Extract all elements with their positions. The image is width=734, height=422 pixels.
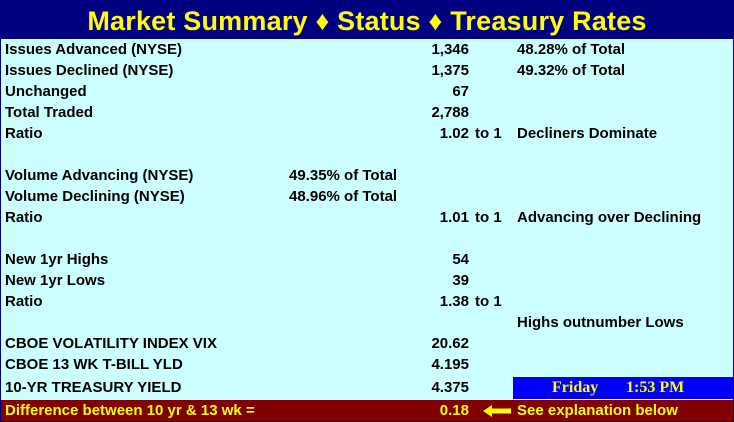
row-value: 67 <box>452 83 469 100</box>
row-value: 1,375 <box>431 62 469 79</box>
row-highs-lows-note: Highs outnumber Lows <box>1 312 733 333</box>
row-label: New 1yr Lows <box>5 272 106 289</box>
page-title: Market Summary ♦ Status ♦ Treasury Rates <box>1 1 733 39</box>
row-label: Issues Advanced (NYSE) <box>5 41 183 58</box>
row-issues-ratio: Ratio 1.02 to 1 Decliners Dominate <box>1 123 733 144</box>
footer-note: See explanation below <box>517 402 678 419</box>
row-note: 49.32% of Total <box>517 62 626 79</box>
row-note: Highs outnumber Lows <box>517 314 684 331</box>
weekday: Friday <box>552 379 599 396</box>
row-issues-advanced: Issues Advanced (NYSE) 1,346 48.28% of T… <box>1 39 733 60</box>
row-label: Ratio <box>5 293 43 310</box>
row-label: CBOE VOLATILITY INDEX VIX <box>5 335 217 352</box>
row-percent: 48.96% of Total <box>289 188 398 205</box>
row-total-traded: Total Traded 2,788 <box>1 102 733 123</box>
ratio-suffix: to 1 <box>475 209 502 226</box>
row-new-highs: New 1yr Highs 54 <box>1 249 733 270</box>
row-value: 1.01 <box>439 209 469 226</box>
row-percent: 49.35% of Total <box>289 167 398 184</box>
row-value: 1.38 <box>439 293 469 310</box>
row-label: Issues Declined (NYSE) <box>5 62 174 79</box>
ratio-suffix: to 1 <box>475 293 502 310</box>
row-label: Ratio <box>5 125 43 142</box>
row-label: Total Traded <box>5 104 94 121</box>
row-note: Advancing over Declining <box>517 209 702 226</box>
row-note: Decliners Dominate <box>517 125 658 142</box>
row-note: 48.28% of Total <box>517 41 626 58</box>
row-value: 54 <box>452 251 469 268</box>
row-value: 1,346 <box>431 41 469 58</box>
row-value: 20.62 <box>431 335 469 352</box>
row-new-lows: New 1yr Lows 39 <box>1 270 733 291</box>
row-tbill-yield: CBOE 13 WK T-BILL YLD 4.195 <box>1 354 733 375</box>
row-value: 2,788 <box>431 104 469 121</box>
row-value: 1.02 <box>439 125 469 142</box>
row-label: Unchanged <box>5 83 87 100</box>
row-vix: CBOE VOLATILITY INDEX VIX 20.62 <box>1 333 733 354</box>
row-label: Ratio <box>5 209 43 226</box>
ratio-suffix: to 1 <box>475 125 502 142</box>
date-time-box: Friday 1:53 PM <box>513 377 733 399</box>
footer-label: Difference between 10 yr & 13 wk = <box>5 402 255 419</box>
row-volume-advancing: Volume Advancing (NYSE) 49.35% of Total <box>1 165 733 186</box>
row-value: 39 <box>452 272 469 289</box>
row-issues-declined: Issues Declined (NYSE) 1,375 49.32% of T… <box>1 60 733 81</box>
row-label: Volume Declining (NYSE) <box>5 188 185 205</box>
row-highs-lows-ratio: Ratio 1.38 to 1 <box>1 291 733 312</box>
footer-value: 0.18 <box>439 402 469 419</box>
row-unchanged: Unchanged 67 <box>1 81 733 102</box>
row-volume-declining: Volume Declining (NYSE) 48.96% of Total <box>1 186 733 207</box>
row-label: CBOE 13 WK T-BILL YLD <box>5 356 183 373</box>
yield-difference-bar: Difference between 10 yr & 13 wk = 0.18 … <box>1 400 733 421</box>
row-treasury-yield: 10-YR TREASURY YIELD 4.375 <box>1 377 733 398</box>
row-label: 10-YR TREASURY YIELD <box>5 379 182 396</box>
row-volume-ratio: Ratio 1.01 to 1 Advancing over Declining <box>1 207 733 228</box>
row-label: New 1yr Highs <box>5 251 109 268</box>
row-value: 4.195 <box>431 356 469 373</box>
row-label: Volume Advancing (NYSE) <box>5 167 194 184</box>
clock-time: 1:53 PM <box>626 379 685 396</box>
row-value: 4.375 <box>431 379 469 396</box>
